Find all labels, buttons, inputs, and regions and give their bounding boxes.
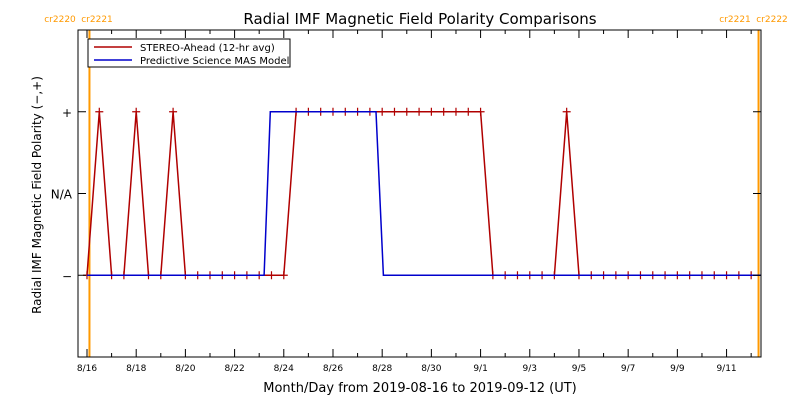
y-axis-ticks: + N/A − <box>51 106 761 283</box>
x-tick-label: 8/24 <box>274 364 294 374</box>
x-tick-label: 8/18 <box>126 364 146 374</box>
legend-box <box>87 38 291 68</box>
x-tick-label: 9/5 <box>572 364 586 374</box>
data-point-observed <box>378 107 387 116</box>
data-point-observed <box>132 107 141 116</box>
series-layer <box>83 107 761 280</box>
x-tick-label: 8/30 <box>421 364 441 374</box>
y-tick-label: − <box>62 269 72 283</box>
x-tick-label: 8/26 <box>323 364 343 374</box>
cr-label: cr2220 <box>44 15 76 25</box>
y-tick-label: N/A <box>51 188 73 202</box>
series-line-model <box>87 111 761 277</box>
x-tick-label: 9/1 <box>473 364 487 374</box>
data-point-observed <box>439 107 448 116</box>
x-tick-label: 9/11 <box>716 364 736 374</box>
data-point-observed <box>169 107 178 116</box>
data-point-observed <box>451 107 460 116</box>
data-point-observed <box>476 107 485 116</box>
data-point-observed <box>402 107 411 116</box>
y-tick-label: + <box>62 106 72 120</box>
x-tick-label: 9/3 <box>523 364 537 374</box>
legend-label-observed: STEREO-Ahead (12-hr avg) <box>140 43 275 54</box>
data-point-observed <box>267 271 276 280</box>
x-tick-label: 8/28 <box>372 364 392 374</box>
x-tick-label: 9/7 <box>621 364 635 374</box>
legend: STEREO-Ahead (12-hr avg) Predictive Scie… <box>87 38 291 68</box>
x-tick-label: 8/22 <box>224 364 244 374</box>
cr-label: cr2221 <box>81 15 113 25</box>
x-axis-label: Month/Day from 2019-08-16 to 2019-09-12 … <box>263 381 576 396</box>
chart-title: Radial IMF Magnetic Field Polarity Compa… <box>243 10 596 28</box>
x-tick-label: 9/9 <box>670 364 685 374</box>
cr-label: cr2222 <box>756 15 788 25</box>
x-axis-ticks: 8/16 8/18 8/20 8/22 8/24 8/26 8/28 8/30 9/1 9/3 9/… <box>77 30 752 374</box>
data-point-observed <box>562 107 571 116</box>
cr-label: cr2221 <box>719 15 751 25</box>
y-axis-label: Radial IMF Magnetic Field Polarity (−,+) <box>30 76 44 314</box>
data-point-observed <box>390 107 399 116</box>
x-tick-label: 8/20 <box>175 364 195 374</box>
data-point-observed <box>427 107 436 116</box>
data-point-observed <box>415 107 424 116</box>
data-point-observed <box>95 107 104 116</box>
carrington-rotation-labels: cr2220 cr2221 cr2221 cr2222 <box>44 15 788 25</box>
legend-label-model: Predictive Science MAS Model <box>140 56 289 67</box>
data-point-observed <box>464 107 473 116</box>
data-point-observed <box>279 271 288 280</box>
x-tick-label: 8/16 <box>77 364 97 374</box>
